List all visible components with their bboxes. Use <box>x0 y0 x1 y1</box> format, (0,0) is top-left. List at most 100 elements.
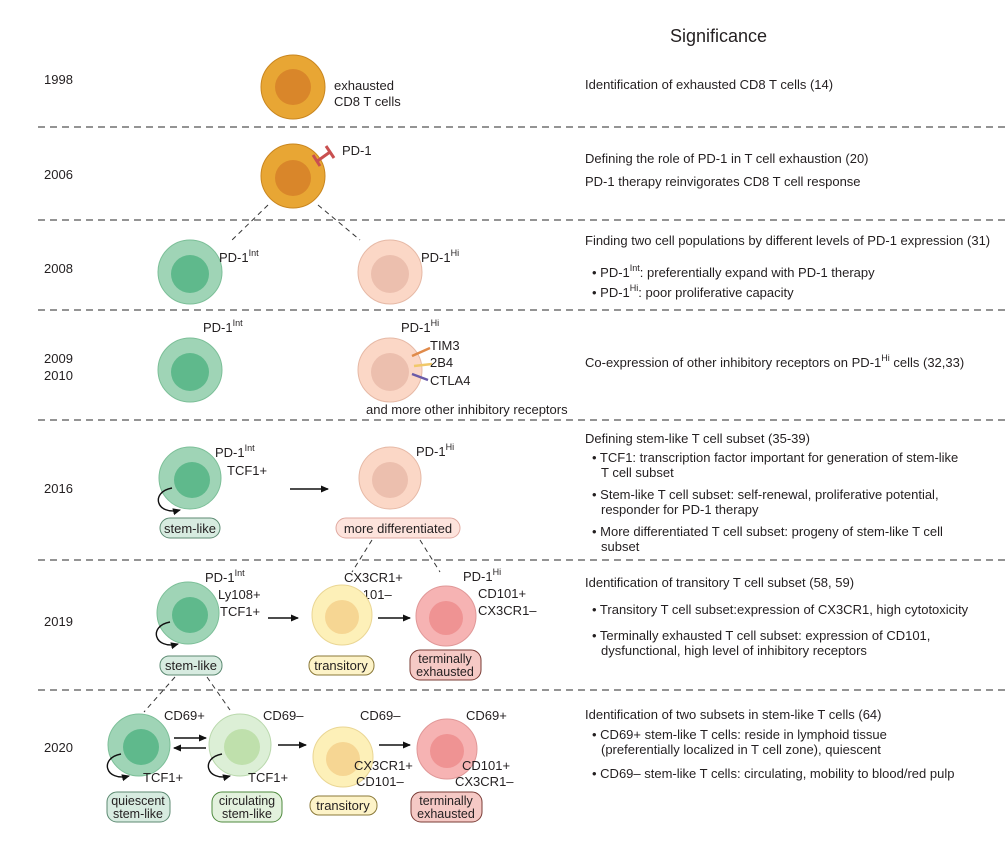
cd69-neg-label: CD69– <box>263 708 304 723</box>
cell-label: exhausted <box>334 78 394 93</box>
svg-text:stem-like: stem-like <box>113 807 163 821</box>
svg-text:terminally: terminally <box>418 652 472 666</box>
significance-column: Identification of exhausted CD8 T cells … <box>585 77 990 781</box>
svg-text:stem-like: stem-like <box>164 521 216 536</box>
significance-text: • More differentiated T cell subset: pro… <box>592 524 943 539</box>
ly108-label: Ly108+ <box>218 587 261 602</box>
ctla4-label: CTLA4 <box>430 373 470 388</box>
transitory-box: transitory <box>308 655 375 676</box>
significance-heading: Significance <box>670 26 767 46</box>
significance-text: (preferentially localized in T cell zone… <box>601 742 881 757</box>
tcf1-label: TCF1+ <box>143 770 183 785</box>
branch-line <box>143 676 176 713</box>
tim3-label: TIM3 <box>430 338 460 353</box>
cx3cr1-neg-label: CX3CR1– <box>455 774 514 789</box>
branch-line <box>317 204 361 241</box>
inhibitory-receptor-icons <box>411 346 433 382</box>
pd1-hi-label: PD-1Hi <box>421 248 459 265</box>
svg-text:stem-like: stem-like <box>222 807 272 821</box>
significance-text: PD-1 therapy reinvigorates CD8 T cell re… <box>585 174 861 189</box>
self-renewal-arrow <box>155 621 179 650</box>
significance-text: Co-expression of other inhibitory recept… <box>585 353 964 370</box>
significance-text: • Terminally exhausted T cell subset: ex… <box>592 628 930 643</box>
significance-text: • PD-1Int: preferentially expand with PD… <box>592 263 875 280</box>
quiescent-stem-like-cell <box>107 713 171 777</box>
row-2009-2010-diagram: PD-1Int PD-1Hi TIM3 2B4 CTLA4 and more o… <box>157 318 568 417</box>
cd101-pos-label: CD101+ <box>478 586 526 601</box>
transitory-box: transitory <box>309 795 378 816</box>
year-label: 2008 <box>44 261 73 276</box>
svg-text:exhausted: exhausted <box>417 807 475 821</box>
pd1-hi-label: PD-1Hi <box>416 442 454 459</box>
significance-text: Identification of transitory T cell subs… <box>585 575 854 590</box>
cx3cr1-neg-label: CX3CR1– <box>478 603 537 618</box>
row-2020-diagram: CD69+ TCF1+ quiescent stem-like CD69– TC… <box>106 708 514 823</box>
tcf1-label: TCF1+ <box>227 463 267 478</box>
svg-text:stem-like: stem-like <box>165 658 217 673</box>
cd69-neg-label: CD69– <box>360 708 401 723</box>
terminally-exhausted-cell <box>416 718 478 780</box>
svg-text:terminally: terminally <box>419 794 473 808</box>
branch-line <box>231 204 269 241</box>
pd1-hi-label: PD-1Hi <box>401 318 439 335</box>
branch-line <box>351 539 373 573</box>
pd1-expressing-cell <box>260 143 326 209</box>
transitory-cell <box>312 726 374 788</box>
significance-text: Identification of two subsets in stem-li… <box>585 707 881 722</box>
svg-text:transitory: transitory <box>314 658 368 673</box>
significance-text: • Stem-like T cell subset: self-renewal,… <box>592 487 939 502</box>
year-label: 2006 <box>44 167 73 182</box>
cd69-pos-label: CD69+ <box>164 708 205 723</box>
pd1-int-label: PD-1Int <box>203 318 243 335</box>
svg-text:transitory: transitory <box>316 798 370 813</box>
svg-text:exhausted: exhausted <box>416 665 474 679</box>
pd1-int-label: PD-1Int <box>205 568 245 585</box>
year-label: 2020 <box>44 740 73 755</box>
row-2016-diagram: PD-1Int TCF1+ stem-like PD-1Hi more diff… <box>157 442 461 573</box>
branch-line <box>419 539 441 573</box>
svg-text:quiescent: quiescent <box>111 794 165 808</box>
significance-text: • CD69– stem-like T cells: circulating, … <box>592 766 954 781</box>
cell-label: CD8 T cells <box>334 94 401 109</box>
terminally-exhausted-box: terminally exhausted <box>410 791 483 823</box>
self-renewal-arrow <box>106 753 130 782</box>
significance-text: subset <box>601 539 640 554</box>
row-separators <box>38 126 1007 691</box>
significance-text: Finding two cell populations by differen… <box>585 233 990 248</box>
row-2006-diagram: PD-1 <box>231 143 372 241</box>
self-renewal-arrow <box>207 753 231 782</box>
significance-text: • Transitory T cell subset:expression of… <box>592 602 969 617</box>
pd1-int-cell <box>157 337 223 403</box>
cx3cr1-pos-label: CX3CR1+ <box>344 570 403 585</box>
significance-text: • PD-1Hi: poor proliferative capacity <box>592 283 794 300</box>
pd1-hi-label: PD-1Hi <box>463 567 501 584</box>
significance-text: dysfunctional, high level of inhibitory … <box>601 643 867 658</box>
year-label: 2019 <box>44 614 73 629</box>
terminally-exhausted-box: terminally exhausted <box>409 649 482 681</box>
pd1-int-cell <box>157 239 223 305</box>
pd1-hi-cell <box>357 337 423 403</box>
significance-text: • CD69+ stem-like T cells: reside in lym… <box>592 727 887 742</box>
circulating-stem-like-cell <box>208 713 272 777</box>
pd1-receptor-icon <box>311 145 336 167</box>
significance-text: responder for PD-1 therapy <box>601 502 759 517</box>
transitory-cell <box>311 584 373 646</box>
pd1-int-label: PD-1Int <box>219 248 259 265</box>
row-1998-diagram: exhausted CD8 T cells <box>260 54 401 120</box>
tcf1-label: TCF1+ <box>248 770 288 785</box>
cx3cr1-pos-label: CX3CR1+ <box>354 758 413 773</box>
tcf1-label: TCF1+ <box>220 604 260 619</box>
cd101-pos-label: CD101+ <box>462 758 510 773</box>
year-label: 2016 <box>44 481 73 496</box>
significance-text: Defining the role of PD-1 in T cell exha… <box>585 151 869 166</box>
pd1-hi-cell <box>358 446 422 510</box>
exhausted-cd8-cell <box>260 54 326 120</box>
significance-text: Defining stem-like T cell subset (35-39) <box>585 431 810 446</box>
pd1-label: PD-1 <box>342 143 372 158</box>
cd69-pos-label: CD69+ <box>466 708 507 723</box>
year-label: 2009 <box>44 351 73 366</box>
significance-text: • TCF1: transcription factor important f… <box>592 450 958 465</box>
pd1-int-label: PD-1Int <box>215 443 255 460</box>
2b4-label: 2B4 <box>430 355 453 370</box>
